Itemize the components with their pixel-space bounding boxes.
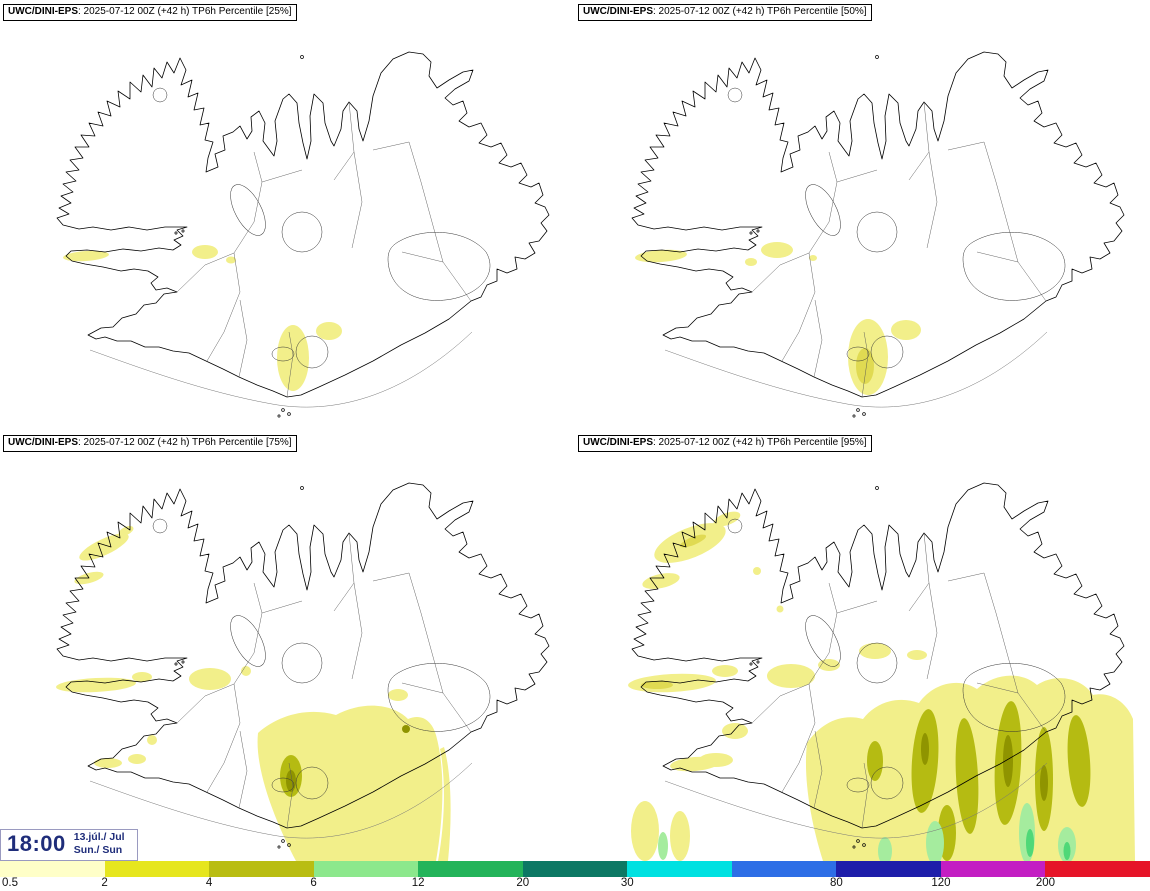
model-name: UWC/DINI-EPS	[8, 6, 78, 17]
map-title-info: : 2025-07-12 00Z (+42 h) TP6h Percentile…	[653, 437, 867, 448]
iceland-map-25	[56, 51, 550, 418]
map-panel-50: UWC/DINI-EPS: 2025-07-12 00Z (+42 h) TP6…	[575, 0, 1150, 430]
valid-time: 18:00	[7, 831, 66, 857]
colorbar-segment	[940, 861, 1046, 877]
map-title-50: UWC/DINI-EPS: 2025-07-12 00Z (+42 h) TP6…	[578, 4, 872, 21]
precip-colorbar-legend: 0.5 2 4 6 12 20 30 80 120 200	[0, 861, 1150, 891]
colorbar	[0, 861, 1150, 877]
colorbar-segment	[418, 861, 523, 877]
map-title-25: UWC/DINI-EPS: 2025-07-12 00Z (+42 h) TP6…	[3, 4, 297, 21]
model-name: UWC/DINI-EPS	[8, 437, 78, 448]
colorbar-tick-label: 80	[829, 877, 843, 889]
precipitation-shading-25	[63, 245, 342, 391]
colorbar-segment	[1045, 861, 1150, 877]
colorbar-tick-label: 4	[205, 877, 213, 889]
valid-time-box: 18:00 13.júl./ Jul Sun./ Sun	[0, 828, 138, 861]
colorbar-segment	[0, 861, 105, 877]
colorbar-tick-label: 200	[1035, 877, 1056, 889]
colorbar-tick-label: 20	[516, 877, 530, 889]
map-title-info: : 2025-07-12 00Z (+42 h) TP6h Percentile…	[78, 6, 292, 17]
precipitation-shading-75	[56, 526, 451, 861]
colorbar-segment	[836, 861, 941, 877]
valid-date: 13.júl./ Jul	[73, 830, 125, 843]
colorbar-segment	[209, 861, 314, 877]
colorbar-tick-label: 120	[931, 877, 951, 889]
colorbar-segment	[731, 861, 837, 877]
iceland-map-50	[631, 51, 1125, 418]
colorbar-tick-label: 2	[101, 877, 108, 889]
map-panel-25: UWC/DINI-EPS: 2025-07-12 00Z (+42 h) TP6…	[0, 0, 575, 430]
colorbar-segment	[313, 861, 419, 877]
colorbar-tick-label: 6	[310, 877, 317, 889]
map-title-info: : 2025-07-12 00Z (+42 h) TP6h Percentile…	[653, 6, 867, 17]
map-title-75: UWC/DINI-EPS: 2025-07-12 00Z (+42 h) TP6…	[3, 435, 297, 452]
valid-day: Sun./ Sun	[73, 844, 123, 857]
valid-date-block: 13.júl./ Jul Sun./ Sun	[74, 831, 125, 858]
model-name: UWC/DINI-EPS	[583, 6, 653, 17]
colorbar-tick-label: 30	[620, 877, 634, 889]
model-name: UWC/DINI-EPS	[583, 437, 653, 448]
colorbar-segment	[522, 861, 628, 877]
iceland-map-95	[628, 482, 1135, 861]
map-panel-95: UWC/DINI-EPS: 2025-07-12 00Z (+42 h) TP6…	[575, 431, 1150, 861]
colorbar-tick-labels: 0.5 2 4 6 12 20 30 80 120 200	[0, 877, 1150, 891]
colorbar-tick-label: 12	[411, 877, 425, 889]
colorbar-segment	[104, 861, 210, 877]
map-panel-75: UWC/DINI-EPS: 2025-07-12 00Z (+42 h) TP6…	[0, 431, 575, 861]
colorbar-segment	[627, 861, 732, 877]
map-title-info: : 2025-07-12 00Z (+42 h) TP6h Percentile…	[78, 437, 292, 448]
map-title-95: UWC/DINI-EPS: 2025-07-12 00Z (+42 h) TP6…	[578, 435, 872, 452]
precipitation-shading-95	[628, 511, 1135, 861]
colorbar-tick-label: 0.5	[2, 877, 18, 889]
iceland-map-75	[56, 482, 550, 861]
precipitation-shading-50	[635, 242, 921, 395]
